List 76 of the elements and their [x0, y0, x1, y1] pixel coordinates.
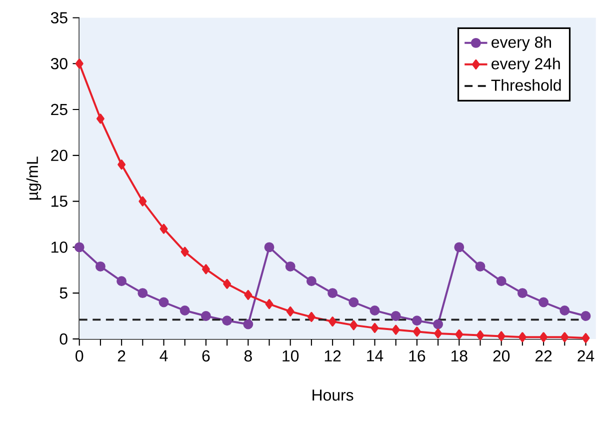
point	[582, 333, 590, 344]
point	[433, 319, 444, 330]
y-axis-title: µg/mL	[26, 156, 42, 200]
x-tick-label: 18	[451, 350, 468, 362]
x-tick-label: 4	[160, 350, 168, 362]
point	[222, 316, 232, 326]
point	[348, 297, 359, 308]
point	[392, 324, 400, 335]
x-tick-label: 2	[118, 350, 126, 362]
y-tick-label: 10	[52, 242, 68, 253]
x-tick-label: 8	[244, 350, 252, 362]
y-tick-label: 20	[51, 150, 68, 162]
point	[180, 306, 190, 316]
point	[116, 276, 127, 286]
y-tick-label: 25	[51, 104, 68, 116]
x-tick-label: 12	[324, 350, 341, 362]
point	[454, 242, 464, 252]
point	[538, 297, 549, 308]
x-tick-label: 20	[493, 350, 510, 362]
point	[160, 224, 168, 234]
point	[95, 262, 106, 272]
point	[118, 160, 126, 170]
point	[517, 288, 528, 298]
point	[244, 290, 252, 300]
point	[74, 242, 84, 252]
point	[390, 311, 401, 322]
x-tick-label: 0	[76, 350, 84, 362]
legend-label: every 8h	[492, 36, 551, 52]
x-tick-label: 14	[367, 350, 384, 362]
point	[138, 196, 147, 206]
point	[202, 264, 210, 274]
point	[307, 312, 316, 322]
point	[497, 331, 506, 342]
y-tick-label: 0	[60, 333, 68, 345]
point	[475, 262, 486, 272]
point	[265, 299, 274, 310]
x-tick-label: 24	[578, 350, 594, 362]
y-tick-label: 35	[50, 12, 68, 24]
point	[243, 319, 254, 330]
point	[455, 329, 464, 340]
point	[412, 326, 421, 337]
point	[306, 276, 316, 286]
point	[328, 316, 337, 327]
x-tick-label: 6	[202, 350, 210, 362]
point	[580, 311, 591, 322]
point	[285, 262, 296, 272]
y-tick-label: 30	[50, 58, 68, 70]
point	[496, 276, 506, 286]
point	[75, 58, 84, 69]
point	[560, 332, 569, 342]
point	[476, 330, 484, 340]
y-tick-label: 15	[52, 196, 68, 207]
point	[370, 306, 380, 316]
point	[328, 288, 338, 298]
x-axis-title: Hours	[312, 390, 354, 401]
point	[350, 320, 358, 330]
point	[158, 297, 169, 308]
point	[286, 306, 294, 316]
point	[560, 306, 570, 316]
point	[180, 246, 189, 257]
point	[518, 332, 526, 342]
point	[412, 316, 422, 326]
point	[223, 278, 232, 289]
point	[138, 288, 148, 298]
legend-label: Threshold	[491, 79, 561, 91]
x-tick-label: 22	[535, 350, 552, 362]
x-tick-label: 10	[282, 350, 299, 362]
point	[96, 114, 104, 124]
point	[370, 323, 379, 333]
point	[264, 242, 274, 252]
y-tick-label: 5	[60, 288, 68, 299]
point	[540, 332, 548, 342]
point	[434, 328, 442, 338]
point	[200, 311, 211, 322]
legend-label: every 24h	[492, 58, 560, 73]
x-tick-label: 16	[409, 350, 426, 362]
